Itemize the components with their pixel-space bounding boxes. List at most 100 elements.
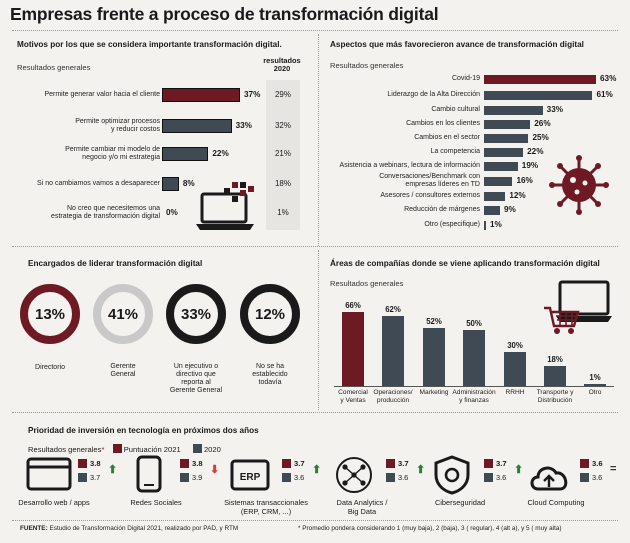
encargado-label-3: No se ha establecido todavía	[252, 363, 288, 386]
aspecto-bar-4	[484, 133, 529, 143]
aspecto-label-10: Otro (especifique)	[424, 220, 480, 228]
prio-2020-swatch-1	[180, 473, 189, 482]
motivo-label-3: Si no cambiamos vamos a desaparecer	[37, 179, 160, 187]
aspecto-label-9: Reducción de márgenes	[404, 205, 480, 213]
encargado-value-3: 12%	[255, 306, 285, 323]
aspecto-bar-10	[484, 220, 486, 230]
area-value-6: 1%	[589, 373, 601, 382]
browser-icon	[26, 457, 72, 491]
encargado-ring-circle-2	[166, 284, 226, 344]
prio-label-3: Data Analytics / Big Data	[336, 498, 388, 516]
motivos-2020-header: resultados 2020	[263, 56, 301, 74]
prio-2021-swatch-2	[282, 459, 291, 468]
prio-2020-value-3: 3.6	[398, 473, 409, 482]
aspecto-bar-3	[484, 119, 531, 129]
aspecto-bar-8	[484, 191, 506, 201]
motivos-title: Motivos por los que se considera importa…	[17, 40, 282, 49]
aspecto-bar-7	[484, 176, 513, 186]
prio-label-5: Cloud Computing	[527, 498, 585, 507]
cloud-upload-icon	[530, 466, 568, 491]
areas-subtitle: Resultados generales	[330, 279, 404, 288]
area-label-1: Operaciones/producción	[373, 389, 413, 404]
prio-trend-0-arrow-up-icon: ⬆	[108, 464, 118, 476]
motivos-chart: Permite generar valor hacia el cliente 37…	[0, 0, 318, 246]
motivo-label-1: Permite optimizar procesos y reducir cost…	[75, 117, 160, 133]
vertical-divider-top	[318, 34, 319, 246]
prio-2020-value-5: 3.6	[592, 473, 603, 482]
motivo-value-4: 0%	[166, 208, 178, 217]
shield-gear-icon	[434, 455, 470, 495]
aspecto-value-4: 25%	[532, 133, 549, 142]
areas-title: Áreas de compañías donde se viene aplica…	[330, 259, 600, 268]
aspecto-label-4: Cambios en el sector	[414, 133, 480, 141]
prioridad-chart: 3.8 3.7 ⬆ Desarrollo web / apps 3.8 3.9 ⬇ Redes…	[0, 455, 630, 519]
motivo-2020-value-3: 18%	[274, 179, 291, 188]
aspecto-label-0: Covid-19	[451, 74, 480, 82]
aspecto-value-10: 1%	[490, 220, 502, 229]
aspecto-label-7: Conversaciones/Benchmark con empresas líd…	[379, 172, 480, 188]
page-title: Empresas frente a proceso de transformac…	[10, 4, 439, 24]
erp-icon: ERP	[230, 459, 270, 491]
area-bar-6	[584, 384, 606, 386]
network-icon	[336, 457, 372, 493]
motivo-value-1: 33%	[235, 121, 252, 130]
aspecto-label-6: Asistencia a webinars, lectura de inform…	[339, 161, 480, 169]
encargado-label-0: Directorio	[35, 364, 65, 371]
area-value-3: 50%	[466, 318, 482, 328]
aspecto-value-2: 33%	[546, 105, 564, 114]
prio-2020-value-2: 3.6	[294, 473, 305, 482]
aspecto-value-3: 26%	[534, 119, 551, 128]
prioridad-title: Prioridad de inversión en tecnología en …	[28, 426, 259, 435]
prio-2021-value-5: 3.6	[592, 459, 603, 468]
area-value-1: 62%	[385, 305, 401, 315]
encargado-ring-2: 33%	[166, 284, 226, 344]
area-value-2: 52%	[426, 316, 442, 326]
encargado-ring-3: 12%	[240, 284, 300, 344]
encargado-value-1: 41%	[108, 306, 138, 323]
prio-label-4: Ciberseguridad	[434, 498, 486, 507]
area-label-2: Marketing	[419, 389, 449, 396]
encargado-ring-circle-0	[20, 284, 80, 344]
aspecto-bar-6	[484, 161, 518, 171]
aspecto-bar-9	[484, 205, 500, 215]
aspecto-value-6: 19%	[521, 161, 539, 170]
area-value-5: 18%	[547, 354, 563, 364]
motivo-bar-0	[162, 88, 240, 102]
aspectos-subtitle: Resultados generales	[330, 61, 404, 70]
encargado-ring-circle-3	[240, 284, 300, 344]
encargado-value-0: 13%	[35, 306, 65, 323]
prio-trend-2-arrow-up-icon: ⬆	[312, 464, 322, 476]
aspecto-bar-2	[484, 105, 543, 115]
areas-baseline	[334, 386, 614, 387]
aspecto-value-7: 16%	[516, 176, 533, 185]
motivo-value-0: 37%	[244, 90, 261, 99]
prio-2020-value-0: 3.7	[90, 473, 101, 482]
area-label-0: Comercial y Ventas	[338, 389, 368, 404]
area-bar-4	[504, 352, 526, 386]
motivos-2020-column-bg	[266, 80, 300, 230]
lower-divider	[12, 412, 618, 413]
prio-2021-value-1: 3.8	[192, 459, 203, 468]
prio-2020-swatch-0	[78, 473, 87, 482]
prio-trend-4-arrow-up-icon: ⬆	[514, 464, 524, 476]
virus-icon	[549, 155, 609, 215]
aspecto-value-8: 12%	[509, 191, 526, 200]
prioridad-legend: Resultados generales* Puntuación 2021 20…	[28, 444, 221, 454]
aspecto-bar-5	[484, 147, 524, 157]
motivo-2020-value-0: 29%	[274, 90, 291, 99]
area-label-4: RRHH	[505, 389, 525, 396]
prio-2020-value-4: 3.6	[496, 473, 507, 482]
motivo-value-3: 8%	[182, 179, 195, 188]
aspectos-chart: Covid-19 63% Liderazgo de la Alta Direcció…	[318, 0, 630, 246]
areas-chart: 66% Comercial y Ventas 62% Operaciones/produ…	[318, 246, 630, 412]
middle-divider	[12, 246, 618, 247]
aspecto-value-9: 9%	[504, 205, 516, 214]
aspecto-bar-0	[484, 74, 596, 84]
encargados-chart: 13% Directorio 41% Gerente General 33% Un ejec…	[0, 246, 318, 412]
prio-2020-swatch-3	[386, 473, 395, 482]
aspecto-value-0: 63%	[600, 74, 617, 83]
prio-2021-value-2: 3.7	[294, 459, 305, 468]
area-bar-3	[463, 329, 485, 386]
encargados-title: Encargados de liderar transformación dig…	[28, 259, 203, 268]
area-label-5: Transporte y Distribución	[536, 389, 574, 404]
